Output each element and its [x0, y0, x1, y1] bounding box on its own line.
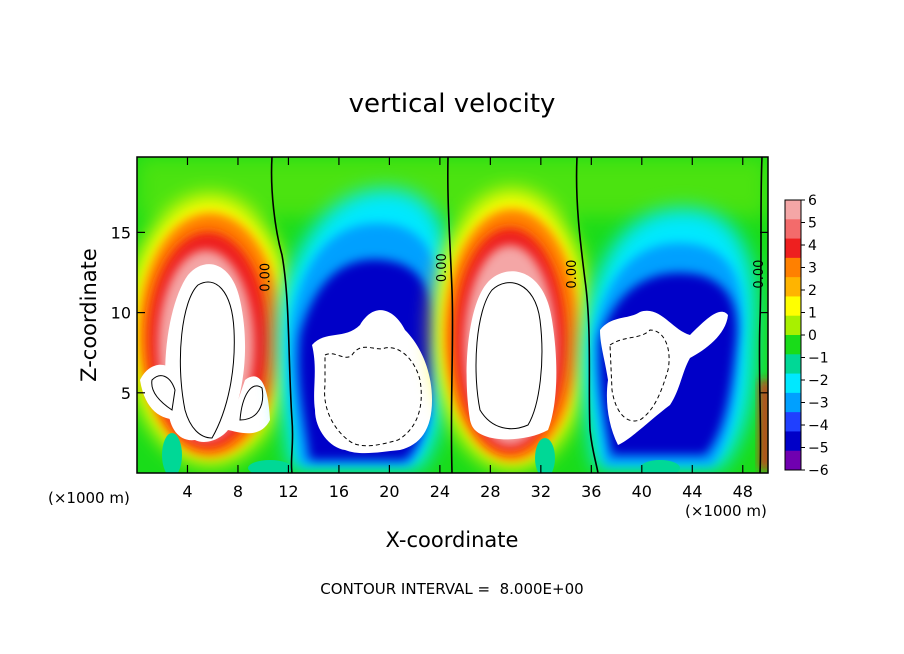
- colorbar-label: −4: [808, 418, 829, 434]
- downdraft-core-2: [581, 208, 757, 470]
- colorbar-swatch: [785, 412, 801, 432]
- colorbar-label: −5: [808, 441, 829, 457]
- colorbar-label: −2: [808, 373, 829, 389]
- y-tick-label: 15: [111, 223, 131, 242]
- colorbar-swatch: [785, 238, 801, 259]
- updraft-core-1: [137, 195, 295, 465]
- colorbar-swatch: [785, 354, 801, 375]
- x-axis-label: X-coordinate: [386, 528, 519, 552]
- colorbar-swatch: [785, 257, 801, 278]
- x-tick-label: 44: [682, 482, 702, 501]
- colorbar-swatch: [785, 315, 801, 336]
- contour-labels: 0.00 0.00 0.00 0.00: [259, 253, 767, 292]
- x-tick-label: 12: [278, 482, 298, 501]
- y-tick-label: 10: [111, 304, 131, 323]
- colorbar-swatch: [785, 296, 801, 317]
- colorbar-label: 3: [808, 261, 817, 277]
- colorbar-swatch: [785, 431, 801, 452]
- contour-label: 0.00: [565, 260, 580, 289]
- colorbar-label: 4: [808, 238, 817, 254]
- contour-interval-note: CONTOUR INTERVAL = 8.000E+00: [320, 580, 583, 598]
- x-tick-label: 40: [632, 482, 652, 501]
- colorbar: 6 5 4 3 2 1 0 −1 −2 −3 −4 −5 −6: [784, 193, 829, 479]
- x-tick-label: 36: [581, 482, 601, 501]
- velocity-field: [137, 157, 768, 473]
- x-tick-label: 20: [379, 482, 399, 501]
- x-tick-label: 8: [233, 482, 243, 501]
- x-tick-label: 4: [182, 482, 192, 501]
- plot-frame: [136, 156, 769, 474]
- colorbar-swatch: [785, 335, 801, 355]
- x-tick-label: 28: [480, 482, 500, 501]
- contour-label: 0.00: [435, 253, 450, 282]
- colorbar-label: 5: [808, 216, 817, 232]
- downdraft-core-1: [276, 188, 452, 470]
- colorbar-swatch: [785, 219, 801, 240]
- x-tick-label: 24: [430, 482, 450, 501]
- x-tick-label: 48: [733, 482, 753, 501]
- colorbar-label: −3: [808, 396, 829, 412]
- y-tick-label: 5: [121, 384, 131, 403]
- x-tick-label: 16: [329, 482, 349, 501]
- contour-label: 0.00: [259, 263, 274, 292]
- colorbar-label: −1: [808, 351, 829, 367]
- colorbar-swatch: [785, 450, 801, 471]
- x-axis: 4 8 12 16 20 24 28 32 36 40 44 48: [182, 157, 753, 501]
- colorbar-label: 6: [808, 193, 817, 209]
- contour-label: 0.00: [752, 260, 767, 289]
- colorbar-swatch: [785, 200, 801, 220]
- x-unit-right: (×1000 m): [685, 502, 767, 520]
- updraft-core-2: [432, 190, 592, 470]
- colorbar-label: −6: [808, 463, 829, 479]
- colorbar-swatch: [785, 392, 801, 413]
- colorbar-swatch: [785, 277, 801, 297]
- colorbar-label: 2: [808, 283, 817, 299]
- colorbar-label: 1: [808, 306, 817, 322]
- x-tick-label: 32: [531, 482, 551, 501]
- chart-title: vertical velocity: [349, 89, 556, 119]
- colorbar-label: 0: [808, 328, 817, 344]
- y-axis-label: Z-coordinate: [77, 248, 101, 382]
- y-axis: 5 10 15: [111, 223, 768, 403]
- colorbar-swatch: [785, 373, 801, 394]
- x-unit-left: (×1000 m): [48, 489, 130, 507]
